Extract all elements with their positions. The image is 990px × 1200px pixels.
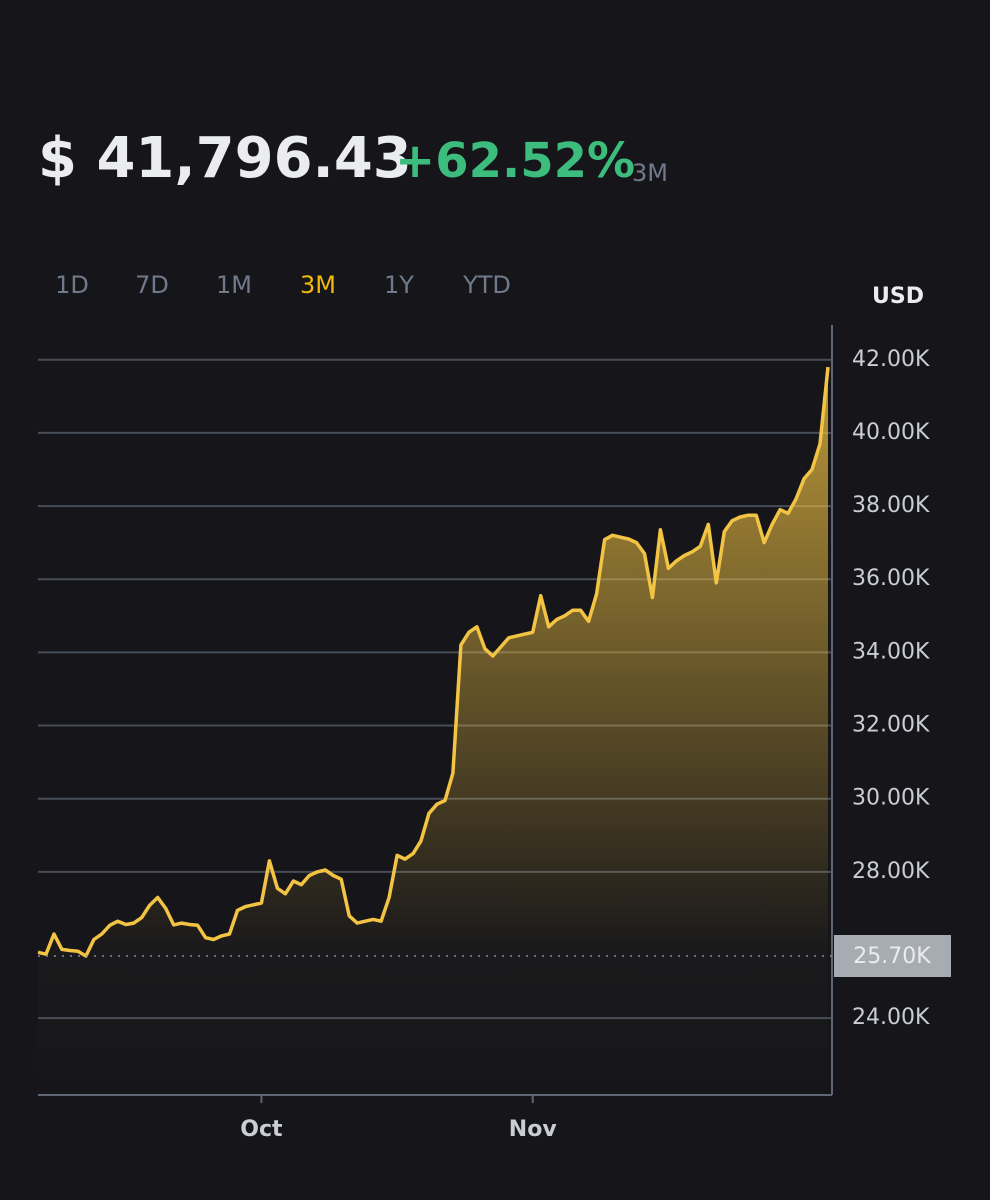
y-tick-label: 24.00K xyxy=(852,1005,930,1030)
y-tick-label: 34.00K xyxy=(852,639,930,664)
price-area xyxy=(38,367,828,1096)
period: 3M xyxy=(632,159,668,187)
y-axis-label: USD xyxy=(872,284,924,309)
y-tick-label: 38.00K xyxy=(852,493,930,518)
y-tick-label: 40.00K xyxy=(852,420,930,445)
y-tick-label: 36.00K xyxy=(852,566,930,591)
x-tick-label: Oct xyxy=(240,1117,283,1142)
time-range-tab[interactable]: 1D xyxy=(55,271,89,299)
price: $ 41,796.43 xyxy=(38,126,412,191)
change-percent: +62.52% xyxy=(395,133,635,189)
time-range-tab[interactable]: 7D xyxy=(135,271,169,299)
time-range-tab[interactable]: 1M xyxy=(216,271,252,299)
x-tick-label: Nov xyxy=(509,1117,558,1142)
y-tick-label: 42.00K xyxy=(852,347,930,372)
reference-label-box xyxy=(834,934,951,977)
time-range-tab[interactable]: 3M xyxy=(300,271,336,299)
y-tick-label: 30.00K xyxy=(852,786,930,811)
price-line xyxy=(37,366,830,958)
reference-label: 25.70K xyxy=(853,944,931,969)
time-range-tab[interactable]: YTD xyxy=(462,271,511,299)
time-range-tab[interactable]: 1Y xyxy=(384,271,414,299)
y-tick-label: 32.00K xyxy=(852,713,930,738)
y-tick-label: 28.00K xyxy=(852,859,930,884)
